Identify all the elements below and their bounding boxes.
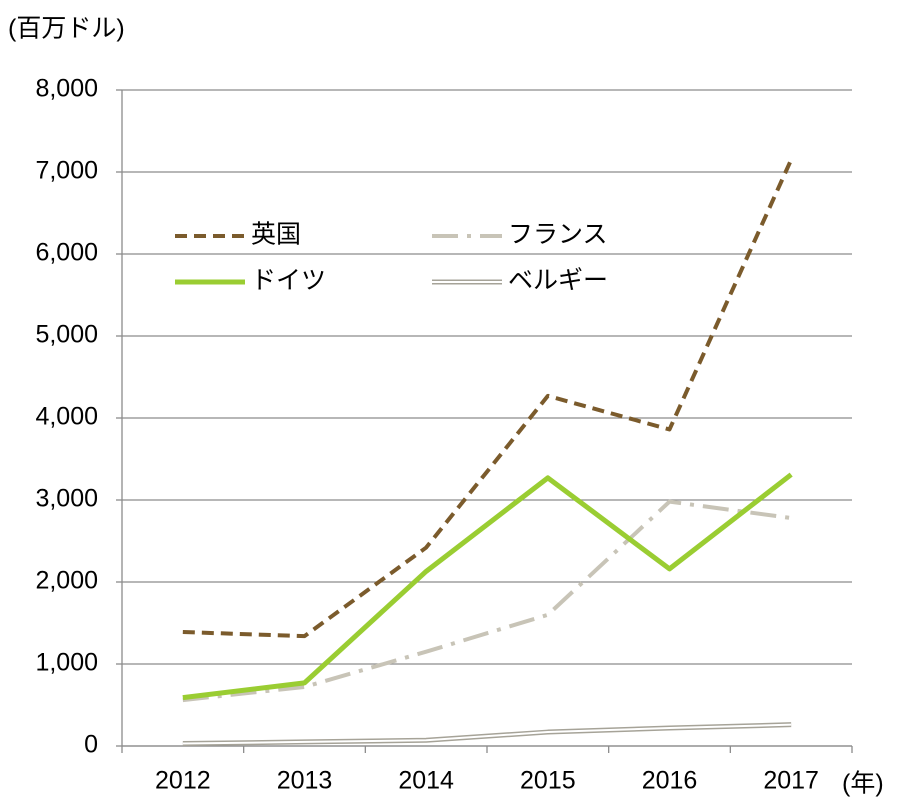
y-tick-label: 4,000: [35, 403, 98, 431]
y-tick-label: 2,000: [35, 567, 98, 595]
x-tick-label: 2016: [642, 767, 698, 795]
x-tick-label: 2013: [277, 767, 333, 795]
y-tick-label: 1,000: [35, 649, 98, 677]
series-line: [182, 472, 793, 701]
x-tick-label: 2015: [520, 767, 576, 795]
y-tick-label: 5,000: [35, 321, 98, 349]
series-line: [182, 158, 793, 639]
x-tick-label: 2014: [398, 767, 454, 795]
legend-label: フランス: [508, 221, 608, 249]
x-tick-label: 2017: [763, 767, 819, 795]
series-line: [182, 723, 792, 745]
x-axis-label: (年): [842, 770, 884, 798]
y-tick-label: 8,000: [35, 75, 98, 103]
y-axis-label: (百万ドル): [8, 15, 125, 43]
legend-label: ドイツ: [251, 267, 326, 295]
legend-label: 英国: [251, 221, 301, 249]
y-tick-label: 0: [84, 731, 98, 759]
legend-label: ベルギー: [508, 267, 608, 295]
y-tick-label: 6,000: [35, 239, 98, 267]
series-line: [182, 499, 792, 703]
x-tick-label: 2012: [155, 767, 211, 795]
y-tick-label: 7,000: [35, 157, 98, 185]
y-tick-label: 3,000: [35, 485, 98, 513]
